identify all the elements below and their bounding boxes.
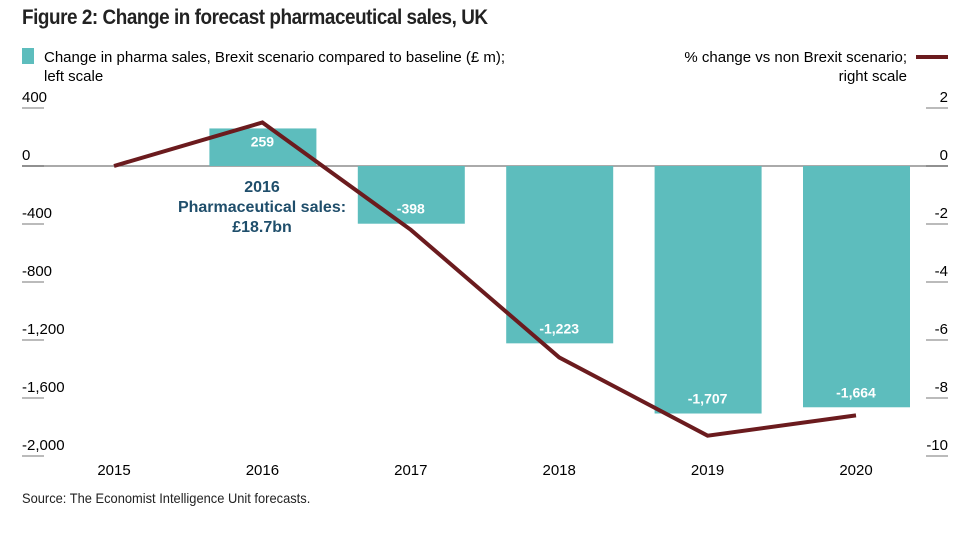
bar-2017	[357, 166, 465, 224]
left-tick-label: -800	[22, 263, 52, 280]
left-tick-label: -2,000	[22, 437, 65, 454]
x-tick-label: 2019	[691, 462, 724, 479]
bar-data-label: -1,664	[836, 384, 876, 400]
annotation-line: Pharmaceutical sales:	[178, 199, 346, 216]
x-tick-label: 2020	[839, 462, 872, 479]
x-tick-label: 2017	[394, 462, 427, 479]
x-tick-label: 2016	[246, 462, 279, 479]
legend-bar-swatch	[22, 48, 34, 64]
bar-2019	[654, 166, 762, 414]
legend-right-line1: % change vs non Brexit scenario;	[684, 49, 907, 66]
bar-data-label: -398	[397, 201, 425, 217]
x-tick-label: 2018	[543, 462, 576, 479]
left-tick-label: 0	[22, 147, 30, 164]
x-tick-label: 2015	[97, 462, 130, 479]
legend-left-line2: left scale	[44, 68, 103, 85]
bar-data-label: 259	[251, 133, 275, 149]
left-tick-label: -1,600	[22, 379, 65, 396]
right-tick-label: -10	[926, 437, 948, 454]
left-tick-label: -1,200	[22, 321, 65, 338]
source-note: Source: The Economist Intelligence Unit …	[22, 490, 311, 506]
right-tick-label: -6	[935, 321, 948, 338]
right-tick-label: -2	[935, 205, 948, 222]
legend-right-line2: right scale	[839, 68, 907, 85]
annotation-line: 2016	[244, 179, 280, 196]
bar-2018	[506, 166, 614, 344]
pct-change-line	[113, 120, 857, 438]
bar-data-label: -1,223	[539, 320, 579, 336]
right-tick-label: -8	[935, 379, 948, 396]
right-tick-label: 0	[940, 147, 948, 164]
left-tick-label: 400	[22, 89, 47, 106]
legend-left-line1: Change in pharma sales, Brexit scenario …	[44, 49, 505, 66]
annotation-line: £18.7bn	[232, 219, 292, 236]
right-tick-label: -4	[935, 263, 948, 280]
bar-2020	[803, 166, 910, 408]
bar-data-label: -1,707	[688, 391, 728, 407]
chart-title: Figure 2: Change in forecast pharmaceuti…	[22, 6, 488, 29]
right-tick-label: 2	[940, 89, 948, 106]
left-tick-label: -400	[22, 205, 52, 222]
